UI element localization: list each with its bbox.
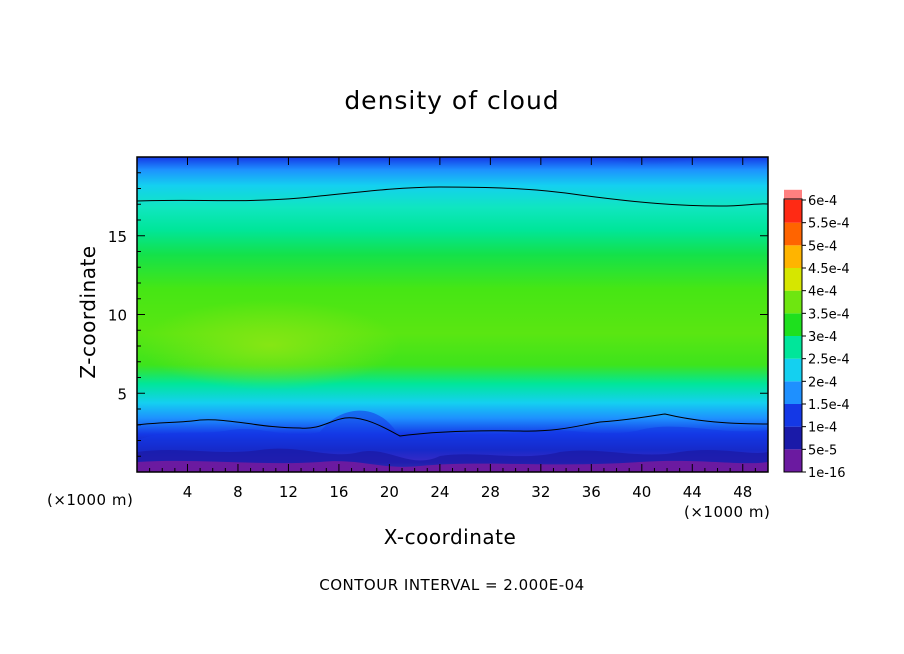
x-tick-label: 32	[531, 483, 550, 501]
x-tick-label: 4	[183, 483, 193, 501]
x-tick-label: 44	[683, 483, 702, 501]
colorbar-label: 4e-4	[808, 285, 837, 300]
colorbar-label: 3.5e-4	[808, 307, 850, 322]
x-tick-label: 48	[733, 483, 752, 501]
colorbar-swatch	[784, 336, 802, 359]
colorbar-swatch	[784, 404, 802, 427]
contour-interval-note: CONTOUR INTERVAL = 2.000E-04	[319, 576, 585, 594]
colorbar-label: 1.5e-4	[808, 398, 850, 413]
x-tick-label: 8	[233, 483, 243, 501]
x-tick-label: 16	[329, 483, 348, 501]
x-tick-label: 28	[481, 483, 500, 501]
colorbar-label: 1e-16	[808, 466, 846, 481]
y-axis-label: Z-coordinate	[76, 245, 100, 379]
x-tick-label: 24	[430, 483, 449, 501]
y-tick-label: 5	[117, 385, 127, 403]
colorbar-swatch	[784, 245, 802, 268]
colorbar-label: 4.5e-4	[808, 262, 850, 277]
upper-contour-line	[137, 186, 768, 207]
colorbar-swatch	[784, 290, 802, 314]
colorbar-swatch	[784, 222, 802, 246]
x-tick-label: 12	[279, 483, 298, 501]
colorbar-label: 5e-4	[808, 239, 837, 254]
colorbar-label: 6e-4	[808, 194, 837, 209]
colorbar-swatch	[784, 189, 802, 200]
colorbar-label: 3e-4	[808, 330, 837, 345]
colorbar-swatch	[784, 426, 802, 450]
y-axis-ticks: 5 10 15	[108, 172, 768, 457]
colorbar-label: 1e-4	[808, 421, 837, 436]
colorbar-swatch	[784, 268, 802, 291]
colorbar: 1e-16 5e-5 1e-4 1.5e-4 2e-4 2.5e-4 3e-4 3.5e-4 4…	[783, 189, 850, 481]
x-axis-label: X-coordinate	[383, 525, 517, 549]
colorbar-label: 2e-4	[808, 375, 837, 390]
x-unit-label: (×1000 m)	[684, 503, 771, 521]
x-axis-ticks: 4 8 12 16 20 24 28 32 36 40 44 48	[149, 157, 756, 501]
y-tick-label: 15	[108, 228, 127, 246]
colorbar-swatch	[784, 200, 802, 223]
x-tick-label: 40	[632, 483, 651, 501]
colorbar-swatch	[784, 381, 802, 404]
colorbar-swatch	[784, 358, 802, 382]
colorbar-label: 5.5e-4	[808, 217, 850, 232]
x-tick-label: 36	[582, 483, 601, 501]
chart-title: density of cloud	[344, 86, 560, 115]
colorbar-swatch	[784, 313, 802, 336]
y-unit-label: (×1000 m)	[47, 491, 134, 509]
colorbar-swatch	[784, 449, 802, 472]
lower-contour-line	[137, 413, 768, 437]
colorbar-label: 5e-5	[808, 443, 837, 458]
colorbar-label: 2.5e-4	[808, 353, 850, 368]
y-tick-label: 10	[108, 307, 127, 325]
x-tick-label: 20	[380, 483, 399, 501]
heatmap-field	[137, 157, 768, 472]
